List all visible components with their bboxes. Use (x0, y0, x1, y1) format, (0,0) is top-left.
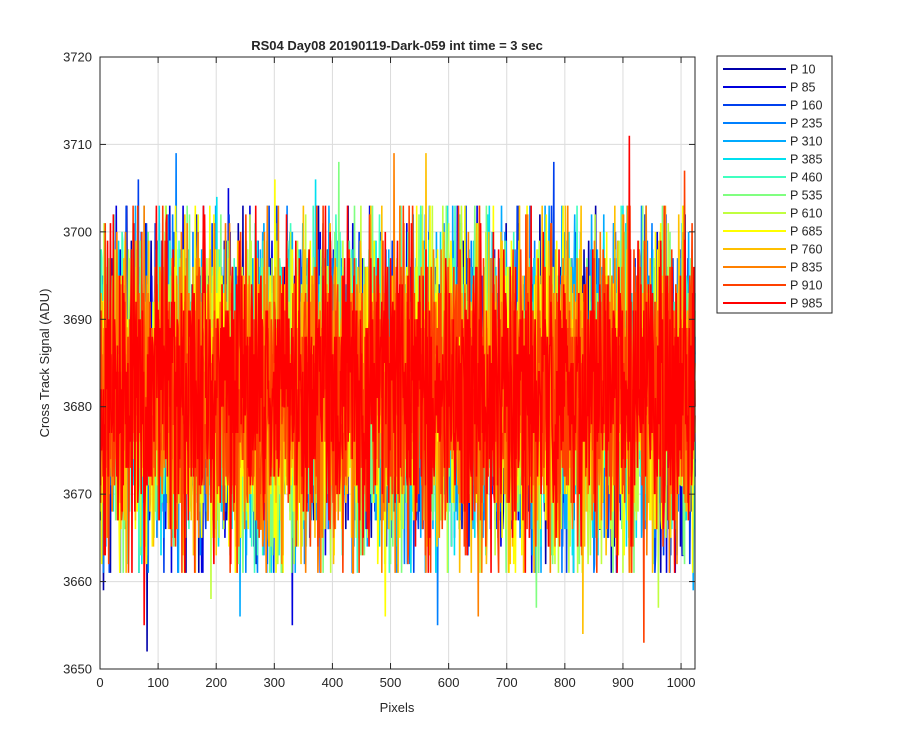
legend-label: P 760 (790, 243, 822, 257)
x-tick-label: 900 (612, 675, 634, 690)
x-tick-label: 800 (554, 675, 576, 690)
plot-area: 0 100 200 300 400 500 600 700 800 900 1000 3650 3660… (63, 50, 696, 691)
legend-label: P 85 (790, 81, 816, 95)
legend-label: P 10 (790, 63, 816, 77)
legend-label: P 985 (790, 297, 822, 311)
legend-label: P 685 (790, 225, 822, 239)
y-tick-label: 3700 (63, 224, 92, 239)
x-axis-label: Pixels (380, 700, 415, 715)
legend-box (716, 55, 833, 314)
x-tick-label: 0 (96, 675, 103, 690)
legend-label: P 910 (790, 279, 822, 293)
legend-label: P 310 (790, 135, 822, 149)
y-tick-label: 3650 (63, 662, 92, 677)
legend-label: P 235 (790, 117, 822, 131)
y-tick-label: 3710 (63, 137, 92, 152)
y-tick-label: 3670 (63, 487, 92, 502)
y-tick-label: 3660 (63, 574, 92, 589)
axes-box (99, 56, 696, 670)
x-tick-label: 200 (205, 675, 227, 690)
x-tick-label: 400 (322, 675, 344, 690)
legend-items: P 10 P 85 P 160 P 235 P 310 P 385 P 460 P 535 P … (723, 63, 822, 311)
x-tick-label: 1000 (667, 675, 696, 690)
x-tick-label: 700 (496, 675, 518, 690)
x-tick-label: 600 (438, 675, 460, 690)
legend: P 10 P 85 P 160 P 235 P 310 P 385 P 460 P 535 P … (716, 55, 833, 314)
legend-label: P 835 (790, 261, 822, 275)
ticks: 0 100 200 300 400 500 600 700 800 900 1000 3650 3660… (63, 50, 695, 691)
y-tick-label: 3680 (63, 399, 92, 414)
y-tick-label: 3690 (63, 312, 92, 327)
chart-title: RS04 Day08 20190119-Dark-059 int time = … (251, 38, 543, 53)
x-tick-label: 300 (263, 675, 285, 690)
series-layer (99, 135, 696, 652)
y-tick-label: 3720 (63, 50, 92, 65)
legend-label: P 610 (790, 207, 822, 221)
x-tick-label: 500 (380, 675, 402, 690)
x-tick-label: 100 (147, 675, 169, 690)
legend-label: P 385 (790, 153, 822, 167)
y-axis-label: Cross Track Signal (ADU) (37, 289, 52, 438)
legend-label: P 160 (790, 99, 822, 113)
legend-label: P 535 (790, 189, 822, 203)
legend-label: P 460 (790, 171, 822, 185)
series-line-p985 (99, 135, 696, 626)
